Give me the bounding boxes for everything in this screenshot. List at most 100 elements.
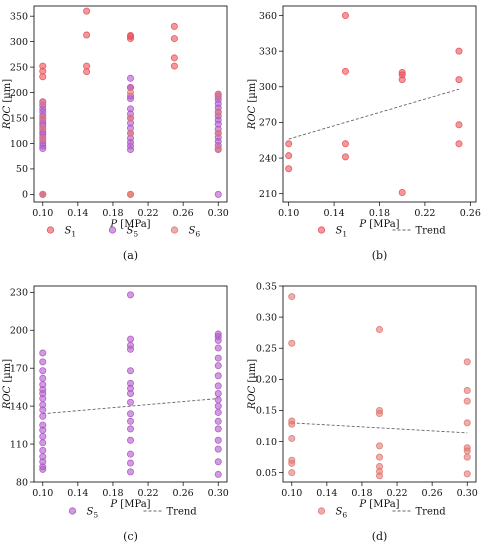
data-point-s5 [214,458,222,466]
data-point-s6 [288,339,296,347]
data-point-s6 [463,358,471,366]
data-point-s6 [39,124,47,132]
y-tick-label: 230 [10,288,28,299]
data-point-s1 [285,152,293,160]
y-tick-label: 300 [259,82,277,93]
panel-caption: (b) [372,249,388,262]
data-point-s5 [127,398,135,406]
data-point-s5 [214,362,222,370]
data-point-s6 [375,326,383,334]
x-tick-label: 0.22 [137,488,158,499]
data-point-s5 [127,459,135,467]
data-point-s6 [127,190,135,198]
data-point-s6 [463,447,471,455]
data-point-s6 [375,410,383,418]
x-tick-label: 0.14 [316,488,337,499]
data-point-s6 [375,472,383,480]
data-point-s6 [463,419,471,427]
data-point-s5 [39,374,47,382]
y-tick-label: 110 [10,439,28,450]
data-point-s5 [39,349,47,357]
data-point-s6 [127,129,135,137]
data-point-s5 [214,190,222,198]
y-axis-label: ROC [µm] [247,359,258,410]
data-point-s6 [288,434,296,442]
y-tick-label: 150 [10,113,28,124]
data-point-s5 [127,291,135,299]
data-point-s6 [39,190,47,198]
y-tick-label: 330 [259,46,277,57]
y-tick-label: 0.35 [256,281,277,292]
data-point-s6 [39,134,47,142]
panel-caption: (d) [372,530,388,543]
trend-line [288,88,460,140]
legend-entry-label: S5 [87,507,99,520]
data-point-s6 [214,129,222,137]
data-point-s6 [288,293,296,301]
x-axis-label: P [MPa] [109,499,150,510]
x-tick-label: 0.18 [102,488,123,499]
data-point-s1 [83,7,91,15]
y-tick-label: 50 [16,164,28,175]
data-point-s6 [39,114,47,122]
chart-panel-2: 0.10 0.14 0.18 0.22 0.26 210 240 270 300 330 360 P … [247,5,481,262]
data-point-s1 [341,12,349,20]
legend-marker-swatch [108,226,117,234]
legend-marker-swatch [170,226,179,234]
legend-entry-label: S1 [336,226,348,239]
plot-frame [33,285,228,483]
data-point-s1 [455,121,463,129]
y-axis-label: ROC [µm] [2,79,13,130]
x-axis-label: P [MPa] [358,499,399,510]
data-point-s5 [214,344,222,352]
y-axis-label: ROC [µm] [2,359,13,410]
y-tick-label: 210 [259,189,277,200]
y-tick-label: 170 [10,363,28,374]
chart-panel-3: 0.10 0.14 0.18 0.22 0.26 0.30 80 110 140 170 200 23… [2,285,229,543]
x-tick-label: 0.18 [369,208,390,219]
data-point-s1 [285,140,293,148]
x-tick-label: 0.18 [351,488,372,499]
data-point-s5 [127,436,135,444]
data-point-s5 [214,408,222,416]
data-point-s1 [170,35,178,43]
data-point-s5 [39,446,47,454]
x-tick-label: 0.14 [67,208,88,219]
data-point-s5 [39,145,47,153]
y-tick-label: 350 [10,11,28,22]
data-point-s5 [214,402,222,410]
data-point-s5 [127,335,135,343]
x-tick-label: 0.10 [278,208,299,219]
x-axis-label: P [MPa] [358,219,399,230]
data-point-s5 [127,417,135,425]
legend-entry-label: S5 [127,226,139,239]
data-point-s1 [127,35,135,43]
y-tick-label: 0.30 [256,312,277,323]
legend-entry-label: Trend [416,226,447,237]
data-point-s6 [463,397,471,405]
data-point-s5 [127,345,135,353]
data-point-s1 [285,165,293,173]
x-tick-label: 0.10 [281,488,302,499]
y-axis-label: ROC [µm] [247,79,258,130]
data-point-s5 [39,395,47,403]
data-point-s1 [455,140,463,148]
y-tick-label: 140 [10,401,28,412]
y-tick-label: 0.05 [256,468,277,479]
data-point-s5 [214,417,222,425]
data-point-s6 [39,99,47,107]
data-point-s5 [39,432,47,440]
data-point-s5 [214,470,222,478]
data-point-s6 [463,453,471,461]
legend-entry-label: Trend [416,507,447,518]
data-point-s1 [398,76,406,84]
y-tick-label: 0.15 [256,406,277,417]
y-tick-label: 0.20 [256,375,277,386]
legend-marker-swatch [317,226,326,234]
x-tick-label: 0.26 [173,208,194,219]
data-point-s5 [127,95,135,103]
data-point-s1 [83,31,91,39]
data-point-s5 [39,358,47,366]
x-tick-label: 0.14 [67,488,88,499]
